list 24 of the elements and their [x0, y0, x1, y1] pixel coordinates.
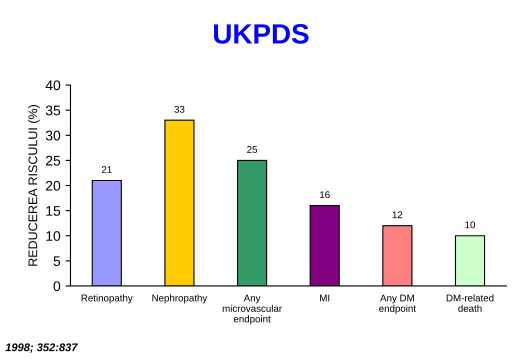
- y-tick-label: 0: [54, 281, 60, 292]
- x-tick-label: Nephropathy: [152, 294, 208, 304]
- x-tick-label: Retinopathy: [82, 294, 133, 304]
- y-tick-label: 5: [54, 256, 60, 266]
- y-tick-label: 10: [46, 231, 60, 241]
- y-tick-label: 25: [46, 156, 60, 166]
- y-axis-title: REDUCEREA RISCULUI (%): [28, 105, 40, 266]
- y-tick-label: 35: [46, 106, 60, 116]
- y-tick-label: 15: [46, 206, 60, 216]
- data-label: 10: [465, 221, 476, 228]
- chart-title: UKPDS: [214, 24, 309, 44]
- x-tick-label: MI: [320, 294, 330, 302]
- x-tick-label: Any DM endpoint: [379, 294, 416, 314]
- data-label: 12: [392, 211, 402, 218]
- y-tick-label: 30: [46, 130, 60, 140]
- y-tick-label: 20: [46, 180, 60, 191]
- data-label: 16: [320, 191, 330, 198]
- x-tick-label: Any microvascular endpoint: [222, 294, 282, 324]
- x-tick-label: DM-related death: [446, 294, 494, 312]
- text: 1998; 352:837: [5, 343, 78, 353]
- y-tick-label: 40: [46, 80, 60, 90]
- data-label: 21: [102, 166, 112, 173]
- data-label: 25: [247, 146, 258, 153]
- data-label: 33: [174, 106, 184, 113]
